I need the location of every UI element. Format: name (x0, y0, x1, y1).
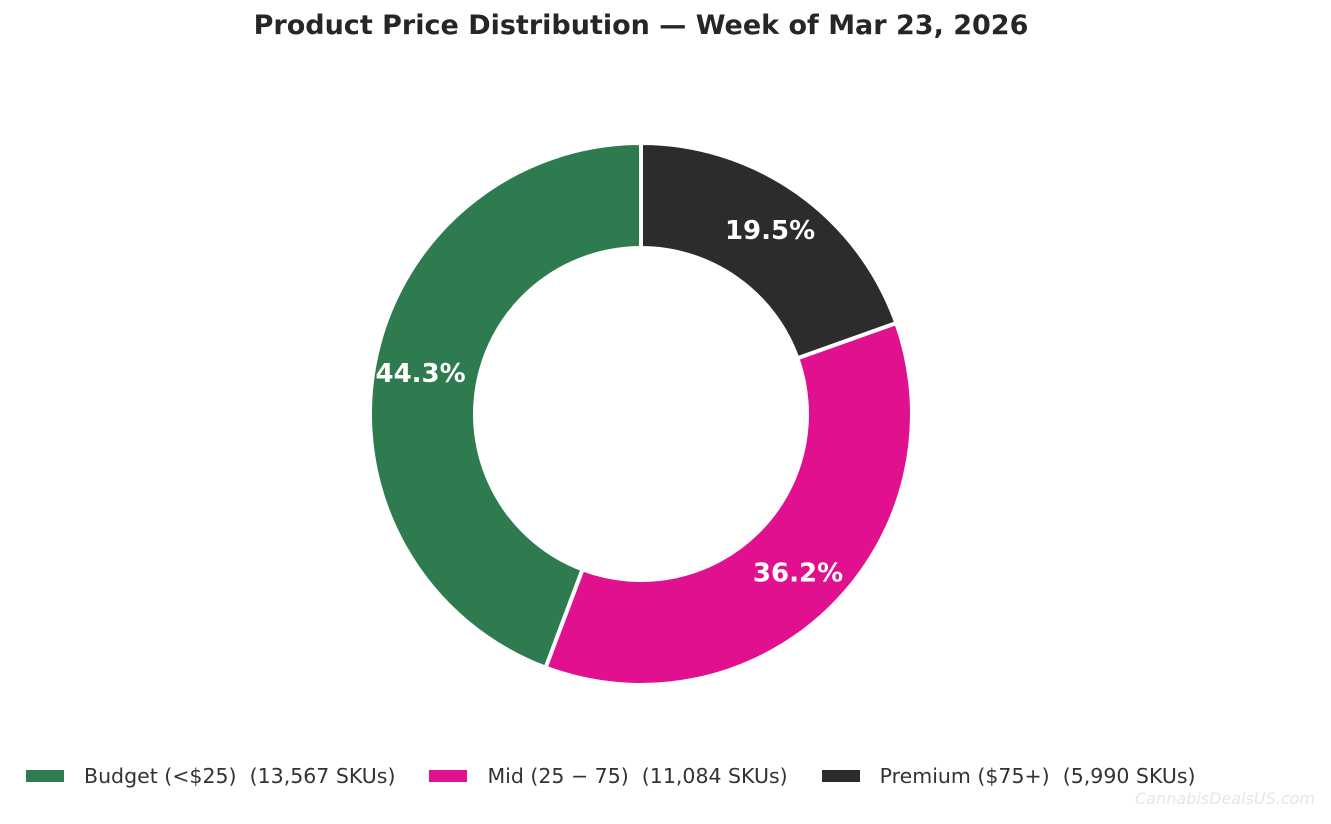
watermark: CannabisDealsUS.com (1135, 789, 1315, 808)
slice-label-premium: 19.5% (725, 216, 815, 246)
slice-label-mid: 36.2% (753, 559, 843, 589)
legend-item-mid[interactable]: Mid (25 − 75) (11,084 SKUs) (429, 764, 788, 788)
slice-label-budget: 44.3% (376, 359, 466, 389)
legend-swatch-premium (821, 770, 860, 782)
chart-title: Product Price Distribution — Week of Mar… (253, 10, 1029, 41)
legend-label-mid: Mid (25 − 75) (11,084 SKUs) (487, 764, 788, 788)
donut-labels: 44.3% 36.2% 19.5% (376, 216, 844, 589)
donut-slice-mid[interactable] (543, 320, 914, 687)
legend-swatch-mid (429, 770, 468, 782)
donut-chart: 44.3% 36.2% 19.5% (368, 140, 914, 687)
legend-label-premium: Premium ($75+) (5,990 SKUs) (879, 764, 1196, 788)
donut-slice-budget[interactable] (368, 140, 643, 671)
legend-item-premium[interactable]: Premium ($75+) (5,990 SKUs) (821, 764, 1196, 788)
legend: Budget (<$25) (13,567 SKUs) Mid (25 − 75… (26, 764, 1230, 788)
donut-slices (368, 140, 914, 687)
legend-label-budget: Budget (<$25) (13,567 SKUs) (84, 764, 396, 788)
donut-slice-premium[interactable] (639, 140, 899, 361)
legend-swatch-budget (26, 770, 64, 782)
legend-item-budget[interactable]: Budget (<$25) (13,567 SKUs) (26, 764, 395, 788)
